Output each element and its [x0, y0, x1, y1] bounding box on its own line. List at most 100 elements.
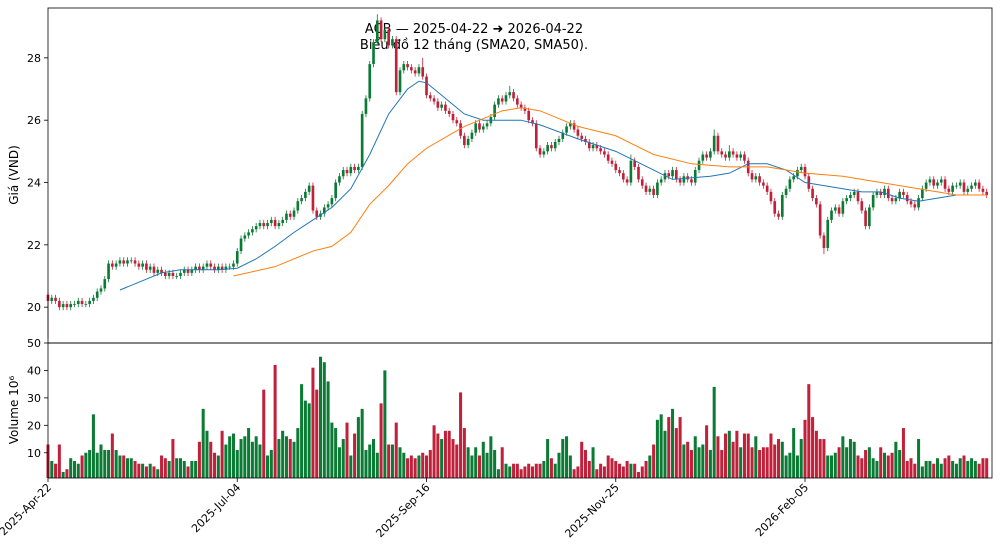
candle-body — [410, 67, 413, 71]
y-tick-label: 10 — [27, 447, 41, 460]
candle-body — [788, 179, 792, 189]
candle-body — [826, 219, 830, 248]
volume-bar — [379, 403, 383, 478]
candle-body — [758, 176, 761, 183]
volume-bar — [807, 384, 811, 478]
volume-bar — [769, 433, 773, 478]
candle-body — [637, 166, 640, 180]
volume-bar — [72, 460, 77, 478]
candle-body — [247, 232, 250, 236]
candle-body — [879, 191, 883, 195]
volume-bar — [508, 466, 512, 478]
volume-bar — [186, 466, 190, 478]
volume-bar — [765, 447, 769, 478]
volume-bar — [394, 422, 398, 478]
candle-body — [296, 201, 300, 211]
candle-body — [599, 148, 602, 152]
volume-bar — [693, 436, 697, 478]
volume-bar — [80, 455, 84, 478]
volume-bar — [905, 460, 909, 478]
volume-bar — [489, 436, 493, 478]
volume-bar — [409, 455, 413, 478]
candle-body — [394, 39, 398, 93]
volume-bar — [326, 381, 330, 478]
volume-bar — [496, 469, 500, 478]
volume-bar — [848, 439, 852, 478]
candle-body — [508, 92, 512, 96]
volume-bar — [296, 428, 300, 478]
candle-body — [258, 223, 262, 227]
volume-bar — [720, 450, 724, 478]
volume-bar — [91, 414, 95, 478]
candle-body — [95, 291, 99, 298]
volume-bar — [110, 433, 114, 478]
candle-body — [421, 67, 425, 77]
candle-body — [311, 185, 315, 211]
volume-bar — [674, 428, 678, 478]
volume-bar — [580, 441, 584, 478]
volume-bar — [792, 428, 796, 478]
volume-bar — [917, 439, 921, 478]
candle-body — [375, 20, 379, 43]
candle-body — [856, 191, 860, 202]
candle-body — [190, 269, 194, 273]
candle-body — [697, 160, 701, 171]
candle-body — [129, 260, 133, 262]
volume-bar — [871, 458, 875, 478]
candle-body — [796, 170, 799, 177]
volume-bar — [341, 439, 345, 478]
volume-bar — [629, 463, 633, 478]
candle-body — [285, 213, 288, 220]
candle-body — [432, 98, 436, 102]
volume-bar — [890, 452, 894, 478]
volume-bar — [909, 458, 913, 478]
volume-bar — [761, 447, 765, 478]
volume-bar — [826, 455, 830, 478]
volume-bar — [292, 441, 296, 478]
candle-body — [466, 138, 470, 146]
candle-body — [179, 272, 182, 276]
volume-bar — [625, 460, 629, 478]
volume-bar — [167, 460, 171, 478]
candle-body — [228, 266, 232, 268]
volume-bar — [466, 447, 470, 478]
volume-bar — [307, 403, 311, 478]
volume-bar — [99, 444, 103, 478]
volume-bar — [50, 460, 54, 478]
candle-body — [955, 185, 958, 187]
volume-bar — [640, 466, 644, 478]
volume-bar — [311, 367, 315, 478]
volume-bar — [602, 466, 606, 478]
volume-bar — [330, 422, 334, 478]
candle-body — [905, 194, 909, 202]
candle-body — [436, 101, 440, 108]
y-tick-label: 24 — [27, 177, 41, 190]
volume-bar — [337, 447, 341, 478]
candle-body — [553, 142, 557, 149]
volume-bar — [353, 433, 357, 478]
y-tick-label: 30 — [27, 392, 41, 405]
volume-bar — [655, 419, 659, 478]
candle-body — [538, 148, 542, 155]
chart-title: ACB — 2025-04-22 ➜ 2026-04-22 — [365, 22, 583, 37]
volume-bar — [852, 441, 856, 478]
volume-bar — [818, 439, 822, 478]
volume-bar — [954, 463, 958, 478]
candle-body — [561, 132, 565, 139]
sma-line — [233, 107, 987, 277]
candle-body — [830, 210, 833, 220]
volume-bar — [197, 441, 201, 478]
candle-body — [175, 276, 179, 277]
candle-body — [111, 263, 114, 267]
volume-bar — [284, 436, 288, 478]
volume-bar — [621, 466, 625, 478]
candle-body — [860, 201, 864, 211]
candle-body — [822, 235, 826, 248]
volume-bar — [383, 370, 387, 478]
candle-body — [126, 260, 129, 264]
candle-body — [440, 104, 443, 108]
y-tick-label: 26 — [27, 114, 41, 127]
volume-bar — [216, 455, 220, 478]
candle-body — [909, 201, 913, 205]
volume-bar — [822, 439, 826, 478]
